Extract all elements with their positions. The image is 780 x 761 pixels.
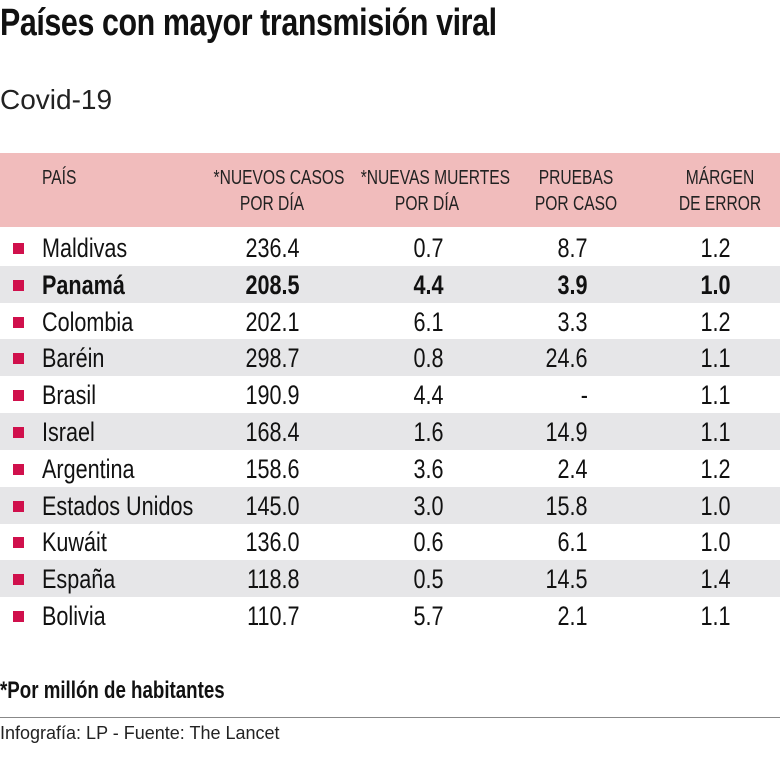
- table-row: Estados Unidos 145.0 3.0 15.8 1.0: [0, 486, 780, 524]
- cell-margin: 1.2: [700, 453, 731, 484]
- cell-margin: 1.1: [700, 601, 731, 631]
- header-tests-per-case: PRUEBAS POR CASO: [534, 167, 618, 215]
- cell-margin: 1.1: [700, 380, 731, 411]
- table-row: Panamá 208.5 4.4 3.9 1.0: [0, 265, 780, 303]
- cell-tests: 3.9: [557, 269, 588, 300]
- bullet-icon: [13, 463, 24, 475]
- subtitle: Covid-19: [0, 84, 113, 115]
- credit: Infografía: LP - Fuente: The Lancet: [0, 723, 280, 743]
- cell-tests: 24.6: [545, 343, 588, 374]
- cell-deaths: 4.4: [413, 269, 444, 300]
- cell-deaths: 0.6: [413, 527, 444, 558]
- cell-deaths: 3.6: [413, 453, 444, 484]
- cell-tests: 2.1: [557, 601, 588, 631]
- cell-cases: 118.8: [247, 564, 300, 595]
- bullet-icon: [13, 537, 24, 549]
- page-title: Países con mayor transmisión viral: [0, 2, 497, 44]
- country-name: Colombia: [42, 306, 134, 337]
- bullet-icon: [13, 611, 24, 622]
- header-new-deaths: *NUEVAS MUERTES POR DÍA: [360, 167, 511, 215]
- bullet-icon: [13, 500, 24, 512]
- cell-deaths: 5.7: [413, 601, 444, 631]
- cell-cases: 208.5: [245, 269, 300, 300]
- bullet-icon: [13, 574, 24, 586]
- cell-cases: 202.1: [245, 306, 300, 337]
- country-name: Argentina: [42, 453, 135, 484]
- footnote: *Por millón de habitantes: [0, 677, 225, 704]
- bullet-icon: [13, 243, 24, 254]
- cell-tests: 15.8: [545, 490, 588, 521]
- country-name: Panamá: [42, 269, 125, 300]
- cell-deaths: 0.5: [413, 564, 444, 595]
- cell-tests: 6.1: [557, 527, 588, 558]
- cell-tests: 14.5: [545, 564, 588, 595]
- cell-tests: -: [580, 380, 588, 411]
- cell-deaths: 4.4: [413, 380, 444, 411]
- cell-cases: 158.6: [245, 453, 300, 484]
- cell-deaths: 6.1: [413, 306, 444, 337]
- bullet-icon: [13, 279, 24, 291]
- country-name: Kuwáit: [42, 527, 107, 558]
- cell-cases: 190.9: [245, 380, 300, 411]
- cell-tests: 2.4: [557, 453, 588, 484]
- cell-tests: 3.3: [557, 306, 588, 337]
- table-row: Maldivas 236.4 0.7 8.7 1.2: [0, 229, 780, 266]
- cell-tests: 8.7: [557, 233, 588, 263]
- cell-cases: 145.0: [245, 490, 300, 521]
- cell-margin: 1.1: [700, 343, 731, 374]
- table-row: Brasil 190.9 4.4 - 1.1: [0, 376, 780, 413]
- cell-cases: 168.4: [245, 417, 300, 447]
- bullet-icon: [13, 427, 24, 438]
- country-name: Israel: [42, 417, 95, 447]
- table-row: Bolivia 110.7 5.7 2.1 1.1: [0, 597, 780, 634]
- cell-deaths: 0.8: [413, 343, 444, 374]
- table-row: Argentina 158.6 3.6 2.4 1.2: [0, 450, 780, 487]
- country-name: Brasil: [42, 380, 97, 411]
- cell-margin: 1.4: [700, 564, 731, 595]
- table-row: Kuwáit 136.0 0.6 6.1 1.0: [0, 523, 780, 560]
- cell-cases: 110.7: [247, 601, 300, 631]
- cell-deaths: 1.6: [413, 417, 444, 447]
- country-name: España: [42, 564, 116, 595]
- cell-deaths: 3.0: [413, 490, 444, 521]
- cell-tests: 14.9: [545, 417, 588, 447]
- cell-margin: 1.1: [700, 417, 731, 447]
- table-row: Israel 168.4 1.6 14.9 1.1: [0, 413, 780, 450]
- cell-deaths: 0.7: [413, 233, 444, 263]
- country-name: Baréin: [42, 343, 105, 374]
- divider: [0, 717, 780, 718]
- table-row: Colombia 202.1 6.1 3.3 1.2: [0, 303, 780, 340]
- header-new-cases: *NUEVOS CASOS POR DÍA: [213, 167, 345, 215]
- country-name: Estados Unidos: [42, 490, 194, 521]
- bullet-icon: [13, 390, 24, 402]
- header-margin-of-error: MÁRGEN DE ERROR: [678, 167, 762, 215]
- bullet-icon: [13, 353, 24, 365]
- cell-cases: 136.0: [245, 527, 300, 558]
- header-country: PAÍS: [42, 167, 77, 189]
- cell-margin: 1.2: [700, 233, 731, 263]
- bullet-icon: [13, 316, 24, 328]
- cell-margin: 1.2: [700, 306, 731, 337]
- table-row: España 118.8 0.5 14.5 1.4: [0, 560, 780, 598]
- cell-margin: 1.0: [700, 527, 731, 558]
- cell-margin: 1.0: [700, 490, 731, 521]
- table-header: PAÍS *NUEVOS CASOS POR DÍA *NUEVAS MUERTE…: [0, 153, 780, 227]
- country-name: Maldivas: [42, 233, 128, 263]
- country-name: Bolivia: [42, 601, 106, 631]
- cell-margin: 1.0: [700, 269, 731, 300]
- cell-cases: 298.7: [245, 343, 300, 374]
- table-row: Baréin 298.7 0.8 24.6 1.1: [0, 339, 780, 377]
- cell-cases: 236.4: [245, 233, 300, 263]
